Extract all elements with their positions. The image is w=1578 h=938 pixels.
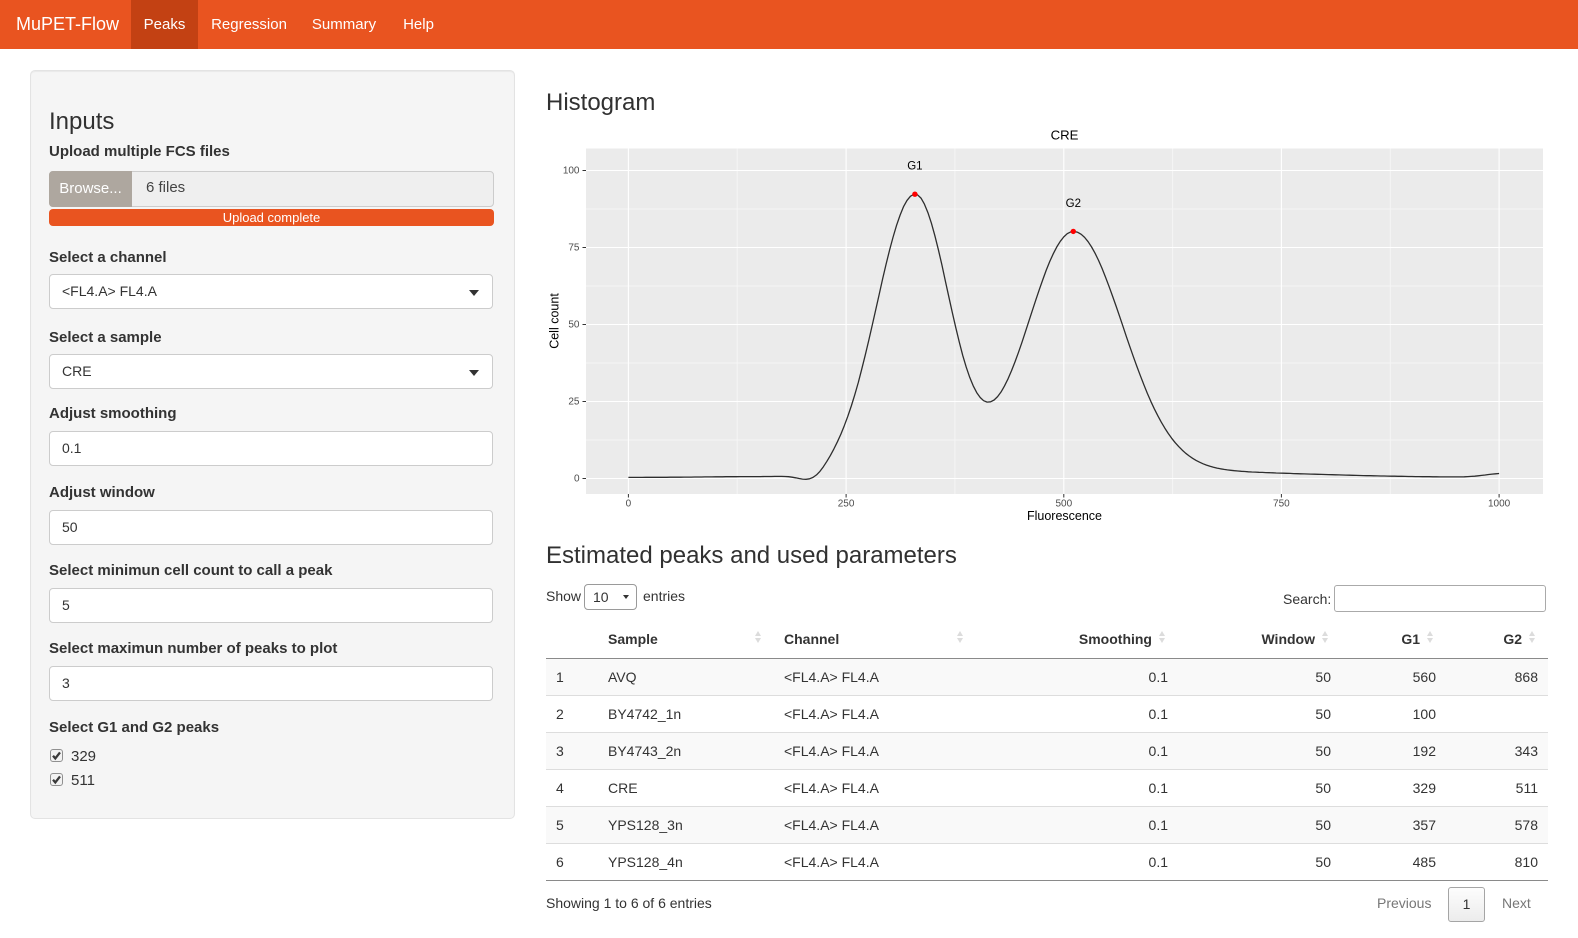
svg-text:25: 25	[568, 397, 580, 408]
svg-text:1000: 1000	[1488, 499, 1511, 510]
svg-text:100: 100	[563, 166, 580, 177]
svg-text:250: 250	[838, 499, 855, 510]
svg-text:G1: G1	[907, 161, 922, 173]
svg-text:0: 0	[574, 474, 580, 485]
svg-text:0: 0	[626, 499, 632, 510]
svg-text:G2: G2	[1066, 198, 1081, 210]
svg-text:75: 75	[568, 243, 580, 254]
svg-text:Cell count: Cell count	[548, 293, 562, 349]
svg-text:Fluorescence: Fluorescence	[1027, 509, 1102, 521]
svg-text:500: 500	[1055, 499, 1072, 510]
svg-text:50: 50	[568, 320, 580, 331]
svg-text:CRE: CRE	[1051, 128, 1079, 143]
svg-text:750: 750	[1273, 499, 1290, 510]
